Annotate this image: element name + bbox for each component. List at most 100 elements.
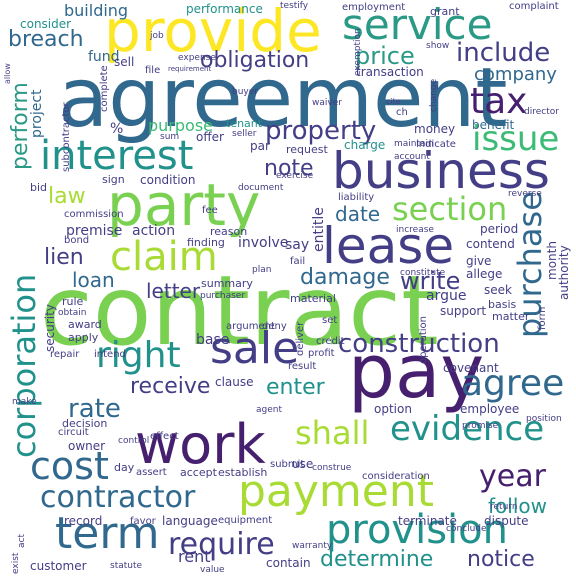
word-contend: contend [466,237,515,251]
word-matter: matter [492,310,530,323]
word-ch: ch [396,107,408,118]
word-obtain: obtain [58,308,87,318]
word-company: company [474,64,557,85]
word-expense: expense [178,53,216,63]
word-authority: authority [557,245,571,300]
word-rent: rent [178,547,211,566]
word-condition: condition [140,173,196,187]
word-position: position [526,414,562,424]
word-apply: apply [68,331,99,344]
word-summary: summary [201,277,253,290]
word-intend: intend [94,349,126,360]
word-consideration: consideration [362,471,430,482]
word-interest: interest [40,133,194,179]
word-seek: seek [484,283,512,297]
word-obligation: obligation [200,48,310,73]
word-award: award [68,318,102,331]
word-form: form [537,306,548,330]
word-profit: profit [308,348,335,359]
word-contain: contain [266,556,311,570]
word-transaction: transaction [356,65,424,79]
word-letter: letter [146,279,201,303]
word-covenant: covenant [443,361,499,375]
word-determine: determine [320,547,434,572]
word-corporation: corporation [5,273,43,458]
word-payment: payment [238,466,435,517]
word-change: change [429,78,439,112]
word-complaint: complaint [509,1,559,12]
word-file: file [145,65,161,76]
word-accept: accept [180,466,217,479]
word-agreement: agreement [58,51,508,146]
word-use: use [292,457,314,471]
word-party: party [107,171,261,239]
word-price: price [355,42,415,70]
word-year: year [479,459,546,494]
word-complete: complete [99,65,110,112]
word-document: document [238,183,284,193]
word-make: make [12,397,37,407]
word-date: date [335,202,381,226]
word-subcontractor: subcontractor [61,102,72,172]
word-constitute: constitute [400,268,446,278]
word-assert: assert [136,467,167,478]
word-write: write [400,267,461,295]
word-waiver: waiver [312,98,342,108]
word-bond: bond [64,235,90,246]
word-tenant: tenant [226,117,263,130]
word-security: security [43,304,57,352]
word-purchaser: purchaser [200,291,246,301]
word-director: director [524,107,559,117]
word-property: property [265,116,377,146]
word-option: option [374,402,412,416]
word-loan: loan [72,268,115,292]
word-exemption: exemption [353,28,363,76]
word-action: action [132,223,176,239]
word-effect: effect [150,431,179,442]
word-law: law [48,184,86,209]
word-credit: credit [316,336,345,347]
word-argument: argument [226,321,275,332]
word-building: building [64,1,129,20]
word-equipment: equipment [218,515,273,526]
word-act: act [17,534,27,548]
word-basis: basis [488,298,517,311]
word-offer: offer [196,130,224,144]
word-work: work [135,413,266,476]
word-control: control [118,436,150,446]
word-require: require [168,527,275,562]
word-operation: operation [418,315,429,364]
word-issue: issue [472,119,560,159]
word-return: return [490,502,518,512]
word-notice: notice [467,547,535,572]
word-agent: agent [256,405,282,415]
word-project: project [29,89,45,138]
word-charge: charge [344,138,386,152]
word-provide: provide [104,0,322,65]
word-enter: enter [266,375,325,400]
word-customer: customer [30,559,87,573]
word-allege: allege [466,267,503,281]
word-decision: decision [62,417,108,430]
word-fund: fund [88,49,120,65]
word-involve: involve [238,235,289,251]
word-promise: promise [462,421,499,431]
word-liability: liability [338,192,375,203]
word-money: money [414,122,456,136]
word-note: note [264,156,314,181]
word-sign: sign [102,173,125,186]
word-say: say [285,237,310,253]
word-reason: reason [210,225,248,238]
word-provision: provision [326,507,508,553]
word-account: account [394,152,430,162]
word-claim: claim [110,234,218,280]
word-statute: statute [110,561,143,571]
word-seller: seller [232,129,257,139]
word-clause: clause [215,375,254,389]
word-dispute: dispute [484,514,529,528]
word-tax: tax [470,81,528,122]
word-indicate: indicate [416,139,456,150]
word-submit: submit [270,459,305,470]
word-evidence: evidence [390,409,545,449]
